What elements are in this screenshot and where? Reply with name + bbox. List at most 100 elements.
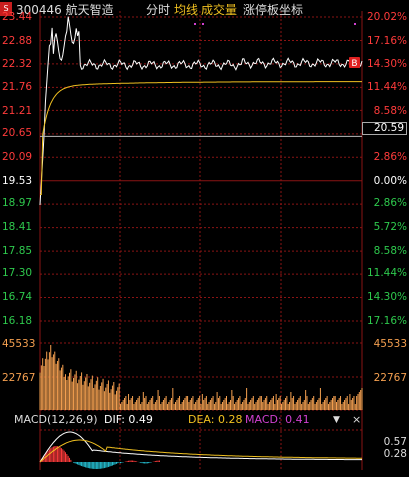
macd-bar — [132, 460, 134, 462]
volume-bar — [319, 388, 321, 410]
macd-value-label: MACD: 0.41 — [245, 413, 310, 426]
macd-bar — [81, 462, 83, 467]
percent-label-right: 11.44% — [366, 81, 407, 93]
volume-bar — [217, 398, 219, 410]
volume-bar — [260, 396, 262, 410]
volume-bar — [306, 396, 308, 410]
tab-limit-axis[interactable]: 涨停板坐标 — [243, 3, 304, 17]
volume-bar — [136, 400, 138, 410]
buy-marker-icon — [349, 57, 360, 68]
macd-dea-label: DEA: 0.28 — [188, 413, 243, 426]
macd-close-icon[interactable]: × — [352, 413, 362, 426]
volume-bar — [89, 382, 91, 410]
macd-bar — [114, 462, 116, 465]
price-label-left: 17.85 — [2, 245, 33, 257]
macd-bar — [133, 460, 135, 462]
volume-bar — [267, 404, 269, 410]
macd-dropdown-icon[interactable]: ▼ — [333, 415, 340, 425]
volume-bar — [201, 394, 203, 410]
volume-bar — [195, 402, 197, 410]
volume-bar — [66, 380, 68, 410]
current-price-tag: 20.59 — [362, 122, 407, 135]
volume-bar — [299, 396, 301, 410]
tab-volume[interactable]: 成交量 — [201, 3, 238, 17]
volume-bar — [172, 388, 174, 410]
volume-bar — [126, 404, 128, 410]
macd-bar — [98, 462, 100, 469]
volume-bar — [42, 358, 44, 410]
volume-bar — [120, 404, 121, 410]
macd-bar — [149, 462, 151, 463]
volume-bar — [294, 404, 296, 410]
volume-bar — [168, 402, 170, 410]
macd-bar — [101, 462, 103, 469]
volume-bar — [105, 387, 107, 410]
volume-bar — [153, 404, 155, 410]
percent-label-right: 2.86% — [373, 151, 407, 163]
volume-bar — [266, 396, 268, 410]
volume-mid-label-right: 22767 — [373, 372, 407, 384]
percent-label-right: 8.58% — [373, 245, 407, 257]
macd-bar — [73, 462, 75, 463]
volume-bar — [270, 400, 272, 410]
volume-bar — [262, 402, 264, 410]
volume-bar — [259, 396, 261, 410]
macd-bar — [95, 462, 97, 469]
volume-bar — [94, 384, 96, 410]
volume-bar — [166, 404, 168, 410]
macd-title[interactable]: MACD(12,26,9) — [14, 413, 98, 426]
macd-bar — [70, 459, 72, 462]
macd-bar — [48, 449, 50, 462]
volume-bar — [307, 404, 309, 410]
macd-bar — [75, 462, 77, 464]
volume-bar — [82, 384, 84, 410]
event-dot — [194, 23, 196, 25]
volume-bar — [303, 400, 305, 410]
volume-bar — [338, 398, 340, 410]
volume-bar — [289, 402, 291, 410]
volume-bar — [63, 377, 65, 410]
volume-bar — [298, 398, 300, 410]
macd-bar — [55, 446, 57, 462]
macd-bar — [89, 462, 91, 469]
volume-bar — [124, 398, 126, 410]
volume-bar — [236, 400, 238, 410]
volume-bar — [55, 363, 57, 410]
tab-average-line[interactable]: 均线 — [174, 3, 199, 17]
volume-bar — [69, 372, 71, 410]
settings-badge[interactable]: S — [0, 2, 12, 16]
macd-bar — [141, 462, 143, 464]
percent-label-right: 14.30% — [366, 291, 407, 303]
volume-bar — [64, 374, 66, 410]
volume-bar — [51, 357, 53, 410]
tab-time-share[interactable]: 分时 — [146, 3, 171, 17]
volume-bar — [71, 381, 73, 410]
volume-bar — [149, 400, 151, 410]
volume-bar — [349, 394, 351, 410]
macd-bar — [46, 452, 48, 462]
volume-bar — [242, 402, 244, 410]
macd-bar — [115, 462, 117, 464]
macd-bar — [62, 449, 64, 462]
volume-bar — [128, 394, 130, 410]
volume-bar — [154, 402, 156, 410]
volume-bar — [56, 361, 58, 410]
volume-bar — [348, 404, 350, 410]
volume-bar — [313, 396, 315, 410]
volume-bar — [90, 379, 92, 410]
macd-bar — [91, 462, 93, 469]
price-label-left: 20.65 — [2, 127, 33, 139]
volume-bar — [357, 394, 359, 410]
volume-bar — [254, 404, 256, 410]
volume-bar — [221, 402, 223, 410]
macd-bar — [58, 446, 60, 462]
macd-bar — [145, 462, 147, 464]
volume-bar — [138, 396, 140, 410]
percent-label-right: 11.44% — [366, 267, 407, 279]
volume-bar — [97, 377, 99, 410]
percent-label-right: 14.30% — [366, 58, 407, 70]
volume-bar — [227, 404, 229, 410]
volume-bar — [238, 398, 240, 410]
volume-bar — [118, 383, 120, 410]
volume-bar — [250, 400, 252, 410]
